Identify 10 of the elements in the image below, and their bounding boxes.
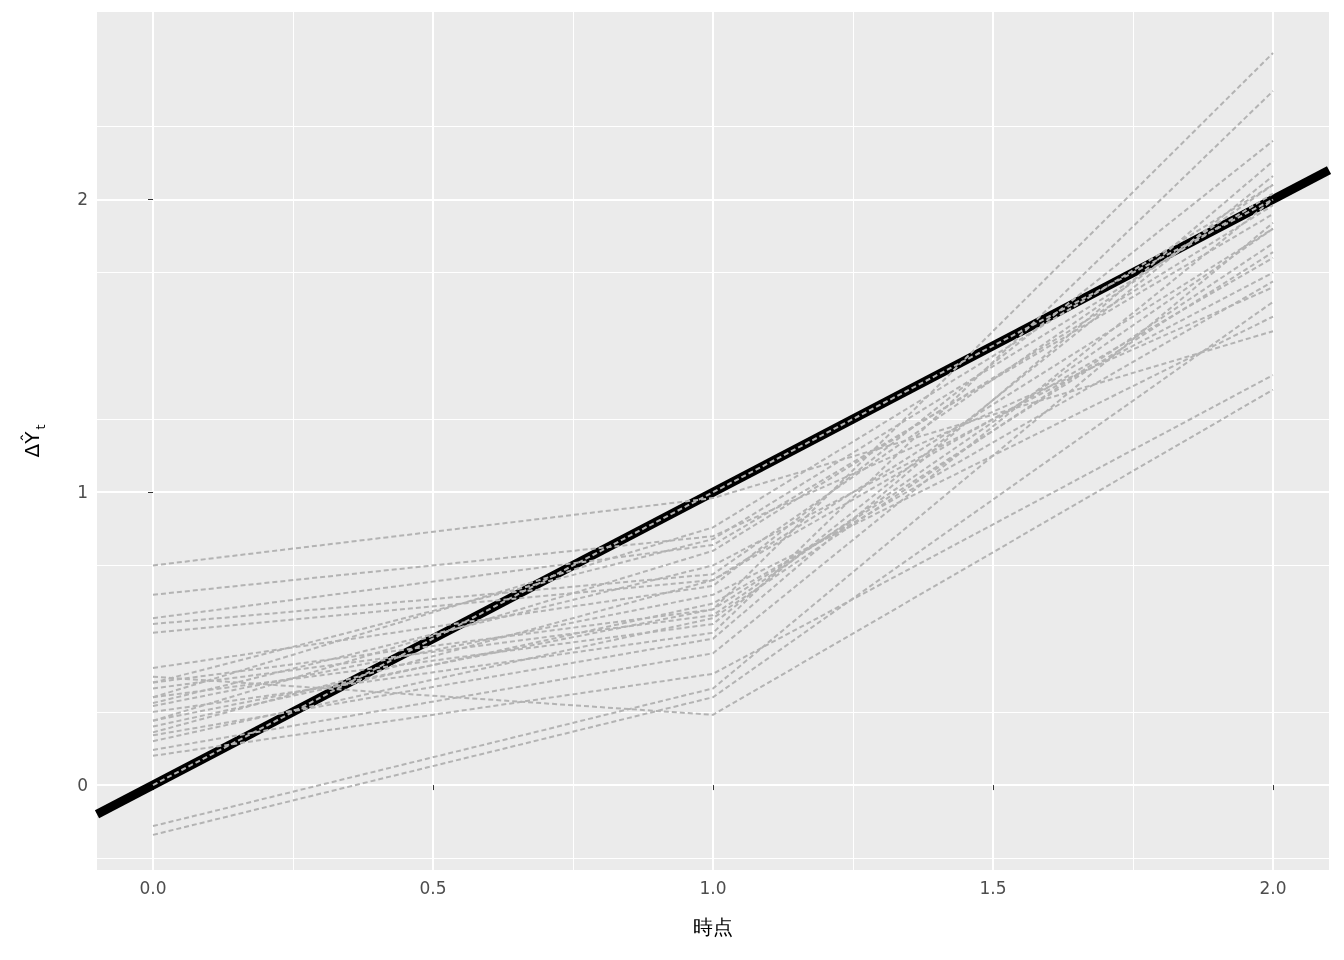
x-tick-label: 1.0 [699,877,727,898]
y-axis-title: ΔŶt [20,424,48,458]
x-tick-label: 1.5 [979,877,1007,898]
x-tick-label: 2.0 [1259,877,1287,898]
y-tick-label: 0 [77,775,88,796]
y-tick-label: 1 [77,482,88,503]
x-axis-title: 時点 [693,915,733,939]
x-tick-label: 0.0 [139,877,167,898]
y-tick-label: 2 [77,189,88,210]
x-tick-label: 0.5 [419,877,447,898]
